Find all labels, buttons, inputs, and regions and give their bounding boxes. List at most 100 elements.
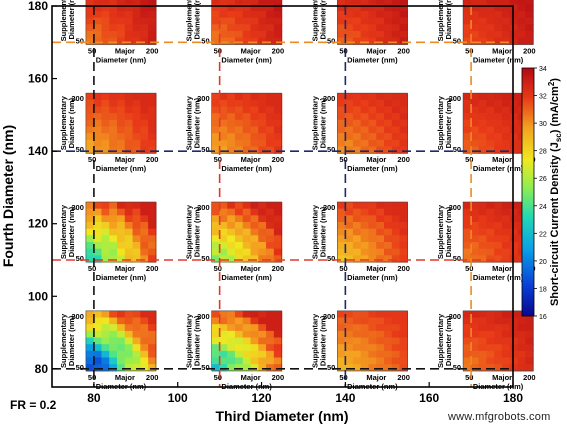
heatmap-cell	[117, 228, 126, 236]
heatmap-cell	[242, 17, 252, 25]
heatmap-cell	[478, 133, 488, 141]
heatmap-cell	[227, 344, 236, 352]
heatmap-cell	[227, 324, 236, 332]
heatmap-cell	[486, 17, 495, 25]
heatmap-cell	[360, 113, 370, 121]
inset-ylabel: Diameter (nm)	[444, 97, 453, 148]
heatmap-cell	[85, 0, 95, 5]
heatmap-cell	[517, 10, 526, 19]
heatmap-cell	[376, 24, 385, 32]
heatmap-cell	[337, 310, 346, 319]
heatmap-cell	[85, 255, 95, 263]
heatmap-cell	[93, 208, 103, 216]
heatmap-cell	[117, 106, 126, 114]
heatmap-cell	[273, 30, 283, 39]
heatmap-cell	[93, 364, 103, 372]
heatmap-cell	[148, 119, 157, 128]
heatmap-cell	[509, 202, 519, 210]
heatmap-cell	[211, 4, 221, 12]
heatmap-cell	[101, 357, 110, 365]
heatmap-cell	[399, 255, 408, 263]
heatmap-cell	[376, 357, 385, 365]
inset-ylabel: Diameter (nm)	[67, 0, 76, 40]
heatmap-cell	[148, 255, 157, 263]
heatmap-cell	[227, 17, 236, 25]
heatmap-cell	[124, 330, 134, 339]
heatmap-cell	[250, 317, 259, 325]
heatmap-cell	[509, 222, 519, 230]
inset-tick-label: 200	[146, 155, 159, 164]
heatmap-cell	[478, 17, 488, 25]
heatmap-cell	[494, 93, 503, 101]
heatmap-cell	[376, 17, 385, 25]
heatmap-cell	[470, 10, 480, 19]
inset-tick-label: 200	[523, 373, 536, 382]
heatmap-cell	[360, 330, 370, 339]
heatmap-cell	[337, 106, 346, 114]
heatmap-cell	[360, 24, 370, 32]
heatmap-cell	[117, 133, 126, 141]
heatmap-cell	[85, 93, 95, 101]
heatmap-cell	[211, 30, 221, 39]
heatmap-cell	[273, 17, 283, 25]
heatmap-cell	[93, 215, 103, 223]
heatmap-cell	[470, 350, 480, 359]
inset-ylabel: Diameter (nm)	[67, 206, 76, 257]
inset-tick-label: 50	[201, 363, 209, 372]
heatmap-cell	[360, 208, 370, 216]
heatmap-cell	[101, 215, 110, 223]
heatmap-cell	[258, 317, 267, 325]
heatmap-cell	[242, 248, 252, 256]
heatmap-cell	[132, 17, 141, 25]
heatmap-cell	[399, 330, 408, 339]
heatmap-cell	[273, 119, 283, 128]
heatmap-cell	[148, 113, 157, 121]
heatmap-cell	[227, 93, 236, 101]
heatmap-cell	[250, 0, 259, 5]
heatmap-cell	[117, 10, 126, 19]
heatmap-cell	[117, 146, 126, 154]
heatmap-cell	[360, 248, 370, 256]
heatmap-cell	[391, 235, 401, 243]
heatmap-cell	[211, 37, 221, 45]
heatmap-cell	[509, 208, 519, 216]
heatmap-cell	[384, 119, 393, 128]
heatmap-cell	[93, 17, 103, 25]
heatmap-cell	[486, 119, 495, 128]
heatmap-cell	[85, 37, 95, 45]
heatmap-cell	[234, 113, 244, 121]
heatmap-cell	[337, 208, 346, 216]
heatmap-cell	[360, 10, 370, 19]
heatmap-cell	[124, 337, 134, 345]
heatmap-cell	[273, 337, 283, 345]
heatmap-cell	[124, 17, 134, 25]
heatmap-cell	[337, 10, 346, 19]
heatmap-cell	[525, 0, 534, 5]
heatmap-cell	[258, 0, 267, 5]
heatmap-cell	[266, 10, 275, 19]
heatmap-cell	[266, 364, 275, 372]
heatmap-cell	[234, 99, 244, 108]
inset-xlabel: Major	[115, 264, 135, 273]
heatmap-cell	[219, 215, 228, 223]
heatmap-cell	[509, 146, 519, 154]
heatmap-cell	[509, 242, 519, 250]
heatmap-cell	[463, 93, 472, 101]
heatmap-cell	[258, 330, 267, 339]
heatmap-cell	[399, 133, 408, 141]
heatmap-cell	[140, 364, 149, 372]
heatmap-cell	[234, 24, 244, 32]
heatmap-cell	[211, 330, 221, 339]
heatmap-cell	[345, 235, 354, 243]
heatmap-cell	[242, 24, 252, 32]
heatmap-cell	[478, 93, 488, 101]
heatmap-cell	[266, 248, 275, 256]
heatmap-cell	[486, 0, 495, 5]
heatmap-cell	[501, 106, 511, 114]
heatmap-cell	[391, 317, 401, 325]
inset-xlabel: Diameter (nm)	[473, 273, 524, 282]
heatmap-cell	[376, 317, 385, 325]
heatmap-cell	[219, 255, 228, 263]
